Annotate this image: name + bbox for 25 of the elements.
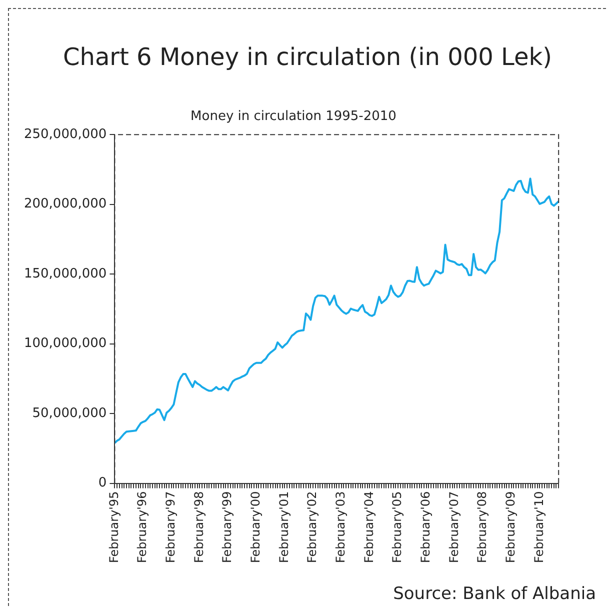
x-tick-label: February'00 xyxy=(248,491,262,564)
y-tick-label: 100,000,000 xyxy=(24,336,107,352)
x-tick-label: February'09 xyxy=(504,491,518,564)
x-tick-label: February'10 xyxy=(532,491,546,564)
x-tick-label: February'95 xyxy=(106,491,121,564)
y-tick-label: 200,000,000 xyxy=(24,196,107,212)
x-tick-label: February'96 xyxy=(135,491,150,564)
x-tick-label: February'01 xyxy=(276,491,291,564)
y-tick-label: 250,000,000 xyxy=(24,126,107,142)
y-tick-label: 50,000,000 xyxy=(32,406,107,421)
x-tick-label: February'99 xyxy=(220,491,234,564)
x-tick-label: February'02 xyxy=(305,491,320,564)
chart-title: Chart 6 Money in circulation (in 000 Lek) xyxy=(62,43,554,71)
y-tick-label: 0 xyxy=(98,476,107,491)
y-tick-label: 150,000,000 xyxy=(24,266,107,282)
x-tick-label: February'98 xyxy=(192,491,206,564)
x-tick-label: February'97 xyxy=(163,491,178,564)
x-tick-label: February'05 xyxy=(390,491,404,564)
x-tick-label: February'08 xyxy=(475,491,490,564)
x-tick-label: February'04 xyxy=(362,491,376,564)
x-tick-label: February'07 xyxy=(446,491,461,564)
x-tick-label: February'03 xyxy=(334,491,348,564)
chart-subtitle: Money in circulation 1995-2010 xyxy=(190,109,396,124)
source-note: Source: Bank of Albania xyxy=(393,584,596,604)
x-tick-label: February'06 xyxy=(418,491,432,564)
